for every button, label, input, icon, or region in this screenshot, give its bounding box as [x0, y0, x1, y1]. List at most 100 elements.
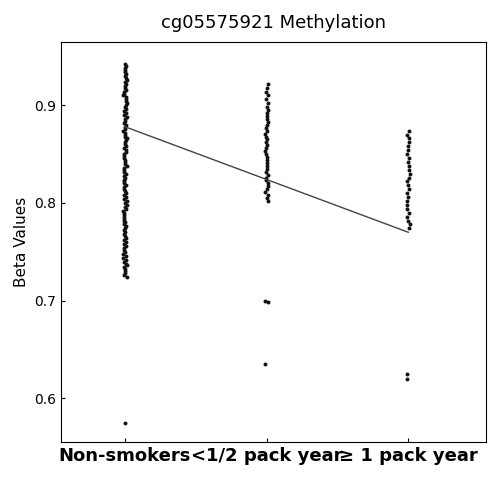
- Point: [122, 102, 130, 109]
- Point: [120, 213, 128, 220]
- Point: [120, 272, 128, 279]
- Point: [120, 187, 128, 195]
- Point: [120, 258, 128, 265]
- Point: [262, 150, 270, 158]
- Point: [262, 148, 270, 155]
- Point: [122, 96, 130, 103]
- Point: [120, 218, 128, 226]
- Point: [120, 176, 128, 183]
- Point: [122, 238, 130, 246]
- Point: [121, 228, 129, 236]
- Point: [122, 70, 130, 78]
- Point: [122, 256, 130, 263]
- Point: [120, 263, 128, 271]
- Point: [122, 113, 130, 121]
- Point: [120, 166, 128, 173]
- Point: [122, 64, 130, 72]
- Point: [120, 90, 128, 97]
- Point: [120, 254, 128, 262]
- Point: [122, 170, 130, 178]
- Point: [264, 109, 272, 117]
- Point: [262, 88, 270, 95]
- Point: [120, 172, 128, 180]
- Point: [122, 74, 130, 82]
- Point: [404, 142, 412, 150]
- Point: [263, 136, 271, 143]
- Point: [122, 147, 130, 154]
- Point: [122, 105, 130, 113]
- Point: [120, 119, 128, 126]
- Point: [122, 205, 130, 213]
- Point: [404, 158, 412, 166]
- Point: [122, 135, 130, 142]
- Point: [122, 274, 130, 281]
- Point: [122, 234, 130, 242]
- Y-axis label: Beta Values: Beta Values: [14, 197, 29, 287]
- Point: [264, 194, 272, 202]
- Point: [120, 195, 128, 203]
- Point: [402, 178, 410, 185]
- Point: [120, 246, 128, 254]
- Point: [121, 160, 129, 168]
- Point: [406, 166, 413, 173]
- Point: [120, 150, 128, 158]
- Point: [122, 84, 130, 91]
- Point: [121, 199, 129, 207]
- Point: [406, 174, 413, 182]
- Point: [120, 207, 128, 215]
- Point: [262, 360, 270, 368]
- Point: [262, 138, 270, 146]
- Point: [122, 189, 130, 197]
- Point: [122, 131, 130, 138]
- Point: [405, 209, 413, 217]
- Point: [264, 197, 272, 205]
- Point: [263, 103, 271, 111]
- Point: [405, 162, 413, 170]
- Point: [120, 217, 128, 224]
- Point: [122, 98, 130, 105]
- Point: [120, 191, 128, 199]
- Point: [262, 297, 270, 305]
- Point: [122, 267, 130, 275]
- Point: [405, 225, 413, 232]
- Point: [120, 154, 128, 162]
- Title: cg05575921 Methylation: cg05575921 Methylation: [161, 14, 386, 32]
- Point: [261, 130, 269, 137]
- Point: [120, 117, 128, 125]
- Point: [262, 96, 270, 103]
- Point: [121, 103, 129, 111]
- Point: [262, 188, 270, 196]
- Point: [120, 185, 128, 193]
- Point: [120, 107, 128, 115]
- Point: [121, 140, 129, 148]
- Point: [121, 60, 129, 68]
- Point: [122, 129, 130, 137]
- Point: [122, 193, 130, 201]
- Point: [120, 156, 128, 164]
- Point: [122, 76, 130, 84]
- Point: [264, 118, 272, 125]
- Point: [120, 164, 128, 171]
- Point: [122, 232, 130, 240]
- Point: [122, 260, 130, 267]
- Point: [264, 84, 272, 91]
- Point: [403, 189, 411, 197]
- Point: [404, 217, 411, 224]
- Point: [263, 121, 271, 129]
- Point: [264, 112, 272, 120]
- Point: [405, 154, 413, 162]
- Point: [122, 121, 130, 129]
- Point: [122, 252, 130, 260]
- Point: [406, 221, 413, 228]
- Point: [122, 203, 130, 211]
- Point: [403, 375, 411, 383]
- Point: [122, 201, 130, 209]
- Point: [263, 159, 271, 167]
- Point: [122, 125, 130, 133]
- Point: [121, 115, 129, 123]
- Point: [120, 127, 128, 135]
- Point: [120, 211, 128, 218]
- Point: [122, 265, 130, 273]
- Point: [264, 91, 272, 99]
- Point: [403, 131, 411, 138]
